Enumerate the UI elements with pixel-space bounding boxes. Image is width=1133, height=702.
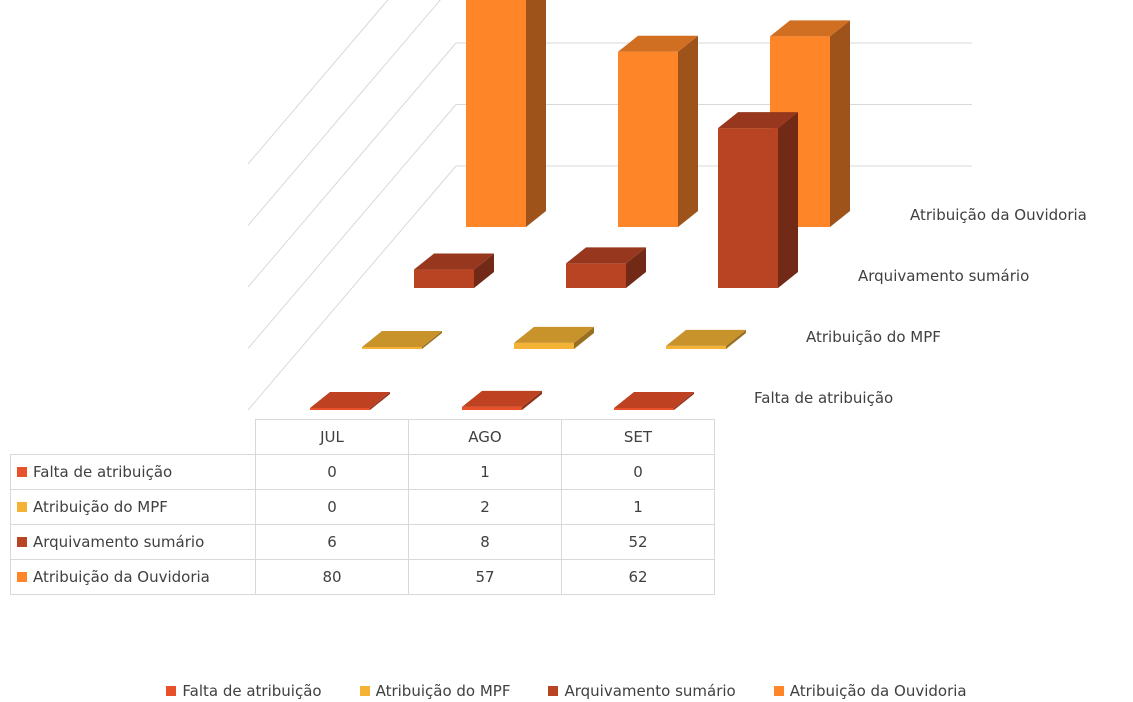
legend-label: Arquivamento sumário xyxy=(564,682,735,700)
table-header-jul: JUL xyxy=(256,420,409,455)
series-depth-label: Falta de atribuição xyxy=(754,389,893,407)
legend-swatch xyxy=(360,686,370,696)
bars xyxy=(310,0,850,410)
bar xyxy=(566,247,646,288)
legend-swatch xyxy=(774,686,784,696)
bar-front xyxy=(362,347,422,349)
bar-side xyxy=(830,20,850,227)
bar xyxy=(618,36,698,227)
bar-front xyxy=(462,407,522,410)
gridlines xyxy=(248,0,972,410)
table-cell: 52 xyxy=(562,525,715,560)
table-cell: 0 xyxy=(256,490,409,525)
bar-side xyxy=(678,36,698,227)
table-cell: 1 xyxy=(562,490,715,525)
bar xyxy=(362,331,442,349)
table-row: Atribuição da Ouvidoria 80 57 62 xyxy=(11,560,715,595)
table-cell: 6 xyxy=(256,525,409,560)
chart-plot-area: Falta de atribuição Atribuição do MPF Arqu… xyxy=(0,0,1133,430)
table-row: Arquivamento sumário 6 8 52 xyxy=(11,525,715,560)
bar xyxy=(514,327,594,349)
legend-label: Atribuição da Ouvidoria xyxy=(790,682,967,700)
table-row-label: Atribuição da Ouvidoria xyxy=(11,560,256,595)
table-header-set: SET xyxy=(562,420,715,455)
table-row: Atribuição do MPF 0 2 1 xyxy=(11,490,715,525)
table-cell: 2 xyxy=(409,490,562,525)
legend-label: Falta de atribuição xyxy=(182,682,321,700)
bar xyxy=(462,391,542,410)
table-cell: 80 xyxy=(256,560,409,595)
series-depth-labels: Falta de atribuição Atribuição do MPF Arqu… xyxy=(754,206,1087,407)
bar xyxy=(466,0,546,227)
side-gridline xyxy=(248,0,456,164)
chart-legend: Falta de atribuição Atribuição do MPF Ar… xyxy=(0,681,1133,701)
bar-front xyxy=(618,52,678,227)
side-gridline xyxy=(248,105,456,349)
series-depth-label: Atribuição do MPF xyxy=(806,328,941,346)
legend-item: Falta de atribuição xyxy=(166,681,321,701)
series-depth-label: Arquivamento sumário xyxy=(858,267,1029,285)
bar xyxy=(614,392,694,410)
table-cell: 0 xyxy=(256,455,409,490)
legend-label: Atribuição do MPF xyxy=(376,682,511,700)
bar-front xyxy=(514,343,574,349)
side-gridline xyxy=(248,43,456,287)
legend-item: Arquivamento sumário xyxy=(548,681,735,701)
data-table: JUL AGO SET Falta de atribuição 0 1 0 At… xyxy=(10,419,715,595)
table-row: Falta de atribuição 0 1 0 xyxy=(11,455,715,490)
bar xyxy=(414,254,494,288)
bar-front xyxy=(466,0,526,227)
bar-front xyxy=(718,128,778,288)
bar-top xyxy=(462,391,542,407)
bar-top xyxy=(310,392,390,408)
table-cell: 0 xyxy=(562,455,715,490)
series-depth-label: Atribuição da Ouvidoria xyxy=(910,206,1087,224)
bar-top xyxy=(666,330,746,346)
bar xyxy=(718,112,798,288)
bar xyxy=(310,392,390,410)
side-gridline xyxy=(248,0,456,226)
table-row-label: Arquivamento sumário xyxy=(11,525,256,560)
legend-swatch xyxy=(166,686,176,696)
bar-front xyxy=(614,408,674,410)
bar-top xyxy=(614,392,694,408)
series-name: Atribuição do MPF xyxy=(33,498,168,516)
table-cell: 62 xyxy=(562,560,715,595)
table-cell: 1 xyxy=(409,455,562,490)
bar-front xyxy=(414,270,474,288)
table-row-label: Falta de atribuição xyxy=(11,455,256,490)
legend-item: Atribuição do MPF xyxy=(360,681,511,701)
table-cell: 8 xyxy=(409,525,562,560)
series-swatch xyxy=(17,502,27,512)
table-cell: 57 xyxy=(409,560,562,595)
series-name: Arquivamento sumário xyxy=(33,533,204,551)
bar-side xyxy=(526,0,546,227)
series-name: Atribuição da Ouvidoria xyxy=(33,568,210,586)
series-swatch xyxy=(17,537,27,547)
series-swatch xyxy=(17,467,27,477)
bar-front xyxy=(566,263,626,288)
series-name: Falta de atribuição xyxy=(33,463,172,481)
bar-side xyxy=(778,112,798,288)
table-header-ago: AGO xyxy=(409,420,562,455)
bar xyxy=(666,330,746,349)
legend-item: Atribuição da Ouvidoria xyxy=(774,681,967,701)
table-header-row: JUL AGO SET xyxy=(11,420,715,455)
series-swatch xyxy=(17,572,27,582)
bar-top xyxy=(362,331,442,347)
legend-swatch xyxy=(548,686,558,696)
table-row-label: Atribuição do MPF xyxy=(11,490,256,525)
bar-front xyxy=(310,408,370,410)
bar-front xyxy=(666,346,726,349)
table-corner xyxy=(11,420,256,455)
